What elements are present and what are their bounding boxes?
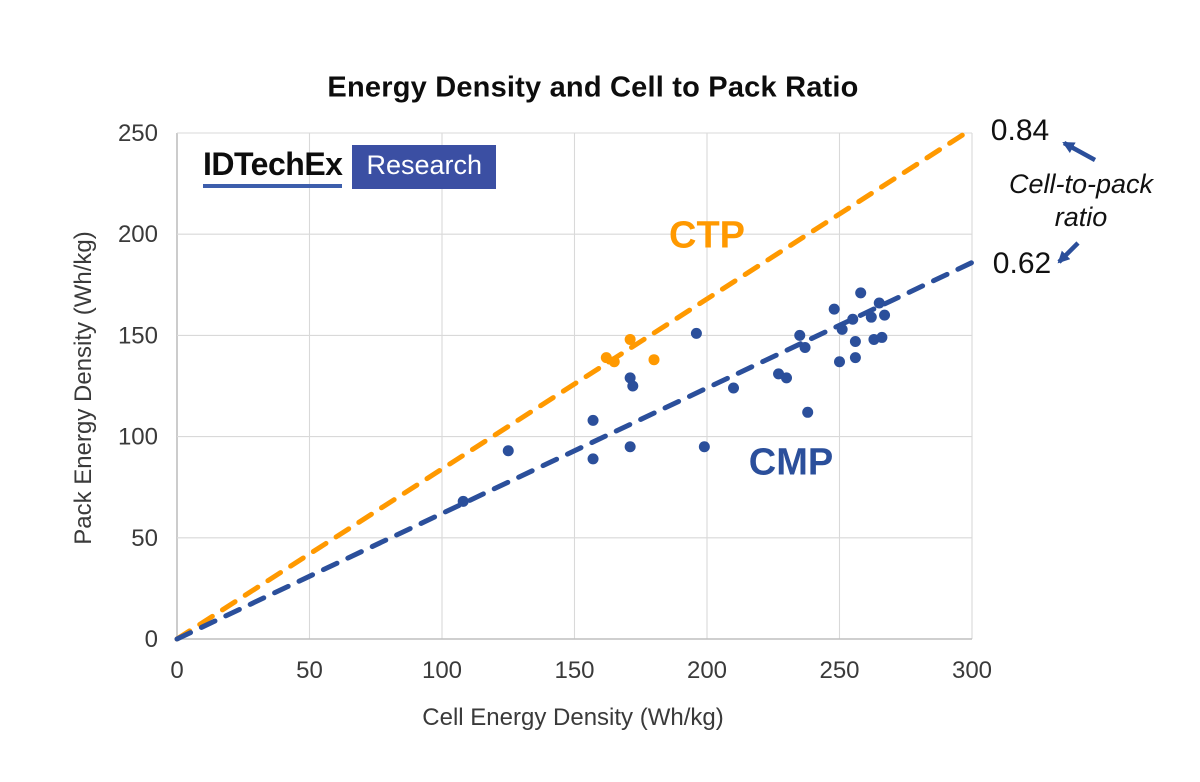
tick-label-layer: 0 50 100 150 200 250 300 0 50 100 150 200 250: [118, 120, 992, 684]
annotation-arrow-layer: [1057, 141, 1097, 264]
grid-layer: [176, 132, 973, 640]
x-tick-label: 0: [170, 657, 183, 684]
data-point-cmp: [799, 342, 811, 354]
x-tick-label: 300: [952, 657, 992, 684]
data-point-cmp: [502, 445, 514, 457]
y-tick-label: 150: [118, 322, 158, 349]
data-point-cmp: [855, 287, 867, 299]
y-tick-label: 250: [118, 120, 158, 147]
ratio-caption-line2: ratio: [1054, 202, 1108, 232]
data-point-cmp: [802, 406, 814, 418]
data-point-cmp: [457, 495, 469, 507]
y-tick-label: 50: [131, 525, 158, 552]
ctp-series-label: CTP: [669, 214, 745, 257]
research-badge: Research: [352, 145, 497, 189]
cmp-series-label: CMP: [748, 441, 834, 484]
data-point-cmp: [627, 380, 639, 392]
data-point-cmp: [873, 297, 885, 309]
data-point-cmp: [876, 331, 888, 343]
ctp-ratio-value: 0.84: [990, 114, 1050, 147]
data-point-cmp: [849, 335, 861, 347]
y-tick-label: 100: [118, 424, 158, 451]
trend-line-ctp: [174, 130, 969, 642]
data-point-layer: [457, 287, 891, 507]
cmp-ratio-arrow-icon: [1057, 241, 1080, 264]
y-tick-label: 0: [145, 626, 158, 653]
cmp-ratio-value: 0.62: [992, 247, 1052, 280]
data-point-cmp: [847, 313, 859, 325]
data-point-cmp: [794, 329, 806, 341]
data-point-cmp: [728, 382, 739, 394]
x-tick-label: 200: [687, 657, 727, 684]
brand-underline: [203, 184, 343, 188]
ctp-ratio-arrow-icon: [1062, 141, 1097, 162]
brand-block: IDTechEx: [203, 146, 343, 188]
brand-text: IDTechEx: [203, 146, 343, 182]
data-point-ctp: [648, 354, 660, 366]
data-point-cmp: [781, 372, 792, 384]
data-point-cmp: [690, 327, 702, 339]
data-point-cmp: [587, 414, 599, 426]
data-point-cmp: [834, 356, 845, 368]
x-tick-label: 150: [554, 657, 594, 684]
ratio-caption-line1: Cell-to-pack: [1008, 169, 1154, 199]
data-point-cmp: [828, 303, 840, 315]
x-tick-label: 250: [819, 657, 859, 684]
data-point-cmp: [879, 309, 891, 321]
y-axis-title: Pack Energy Density (Wh/kg): [70, 231, 97, 545]
idtechex-logo: IDTechEx Research: [203, 145, 497, 189]
x-tick-label: 50: [296, 657, 323, 684]
y-tick-label: 200: [118, 221, 158, 248]
data-point-ctp: [624, 333, 636, 345]
data-point-cmp: [836, 323, 848, 335]
data-point-cmp: [865, 311, 877, 323]
ratio-caption: Cell-to-pack ratio: [1009, 168, 1153, 234]
chart-title: Energy Density and Cell to Pack Ratio: [327, 71, 859, 104]
x-tick-label: 100: [422, 657, 462, 684]
data-point-ctp: [608, 356, 620, 368]
data-point-cmp: [587, 453, 599, 465]
data-point-cmp: [624, 441, 636, 453]
data-point-cmp: [698, 441, 710, 453]
data-point-cmp: [849, 352, 861, 364]
x-axis-title: Cell Energy Density (Wh/kg): [422, 704, 724, 731]
